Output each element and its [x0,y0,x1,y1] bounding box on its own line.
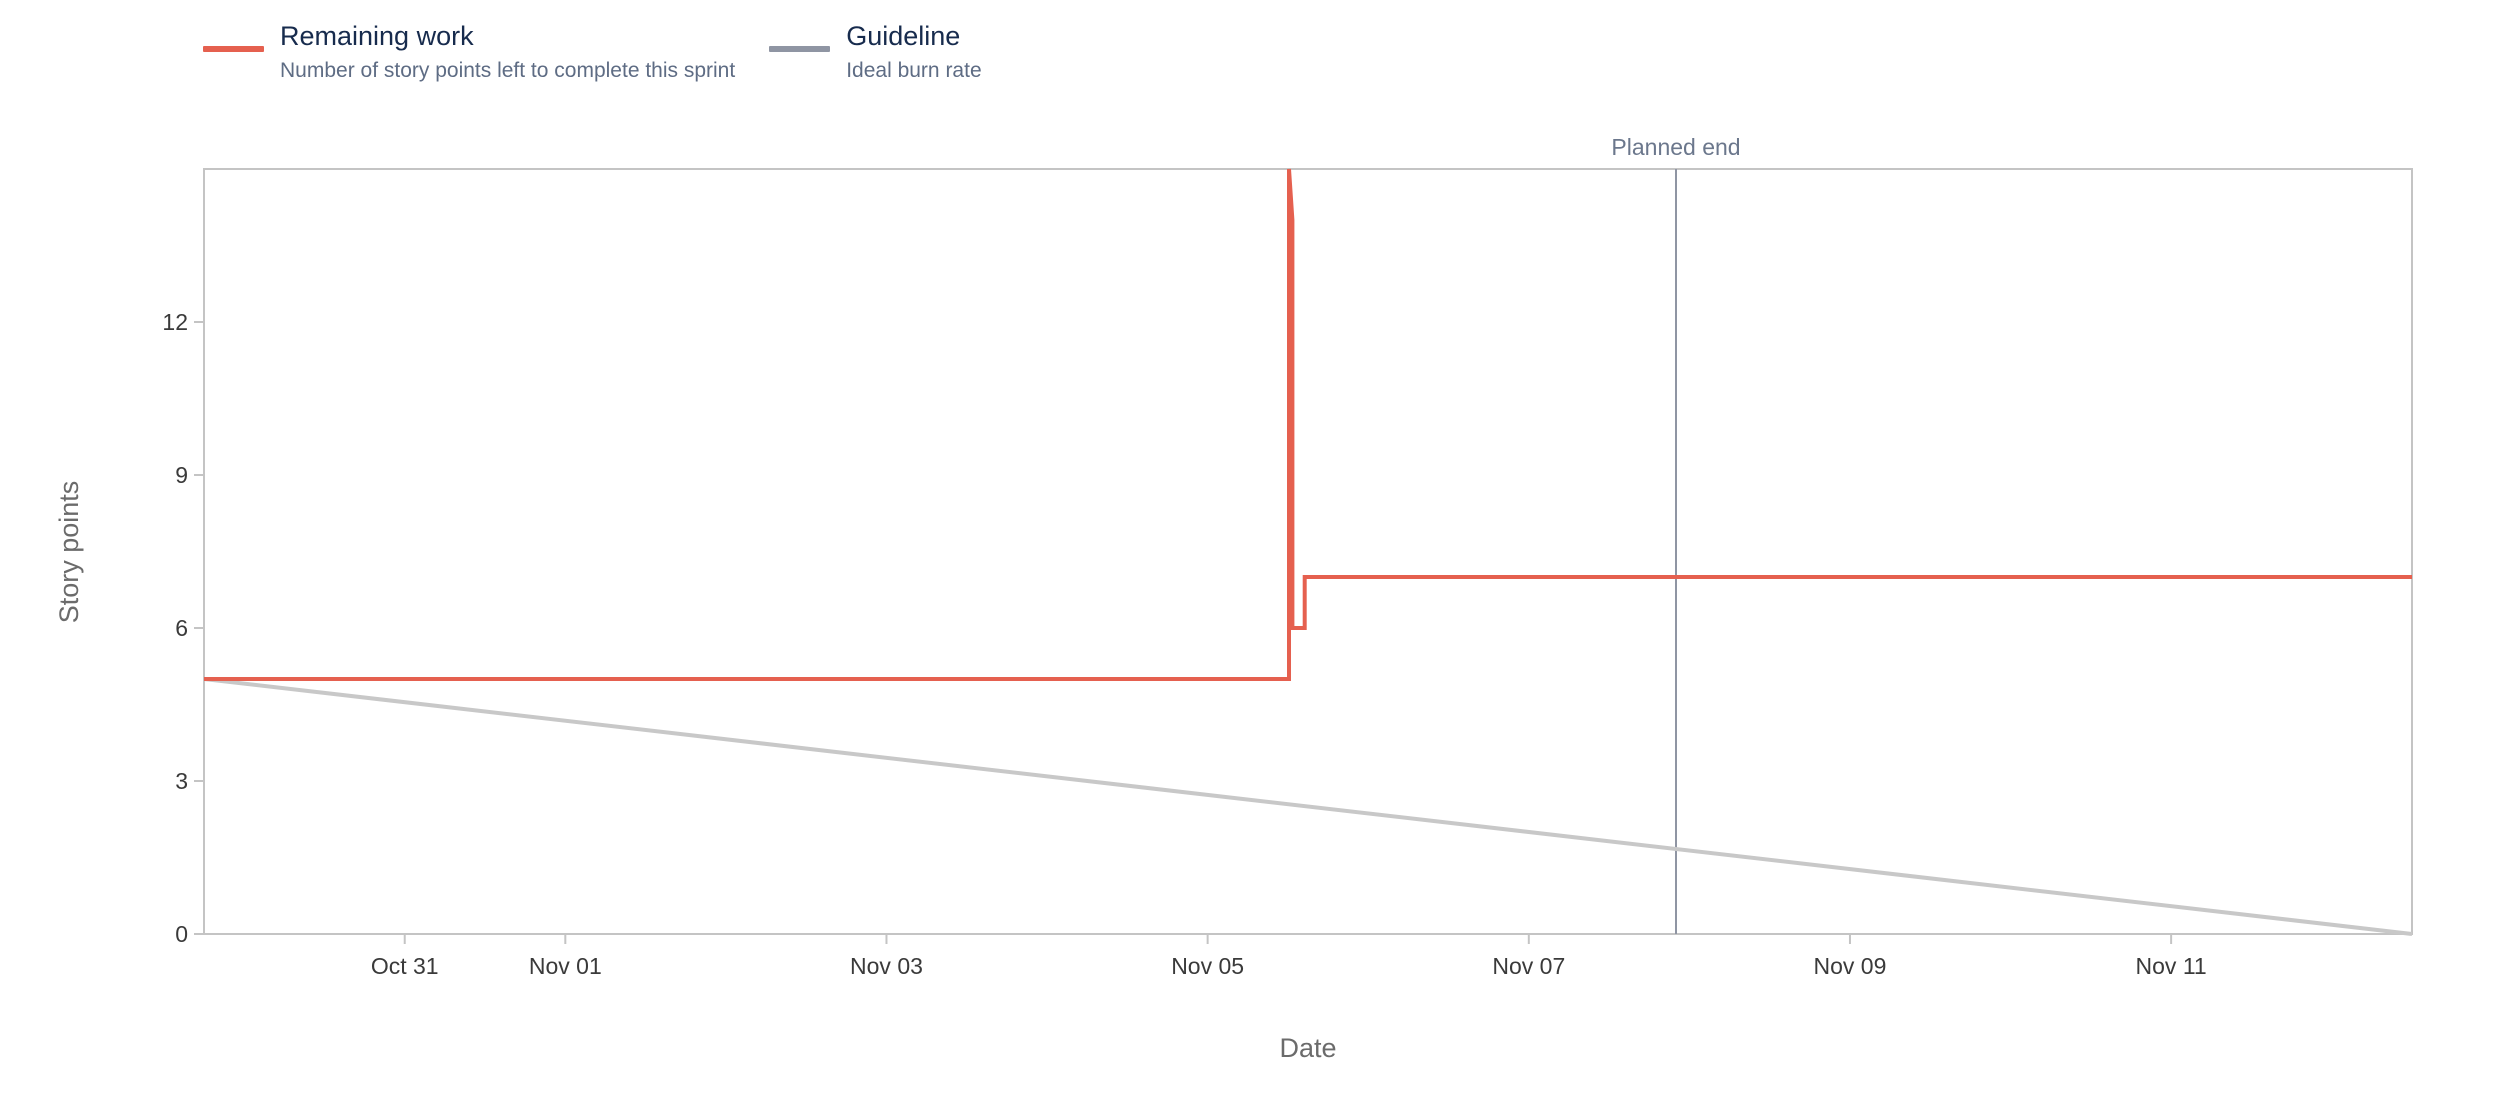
x-axis-ticks: Oct 31 Nov 01 Nov 03 Nov 05 Nov 07 Nov 09 Nov … [371,934,2207,979]
legend-description: Number of story points left to complete … [280,59,736,82]
x-tick-label: Nov 09 [1814,953,1887,979]
x-tick-label: Nov 03 [850,953,923,979]
y-tick-label: 0 [175,921,188,947]
remaining-work-line [204,168,2412,681]
legend-description: Ideal burn rate [846,59,982,82]
x-tick-label: Nov 05 [1171,953,1244,979]
annotations-layer: Planned end [1611,134,1741,934]
y-axis-title: Story points [54,481,84,624]
legend-title: Guideline [846,21,961,51]
series-layer [203,168,2413,936]
legend-item-guideline[interactable]: Guideline Ideal burn rate [769,18,982,88]
chart-legend: Remaining work Number of story points le… [203,18,982,88]
y-tick-label: 12 [162,309,188,335]
x-tick-label: Nov 01 [529,953,602,979]
legend-item-remaining-work[interactable]: Remaining work Number of story points le… [203,18,735,88]
x-axis-title: Date [1279,1033,1336,1063]
legend-swatch-remaining-work [203,46,264,52]
y-tick-label: 9 [175,462,188,488]
x-tick-label: Nov 11 [2136,953,2207,979]
x-tick-label: Oct 31 [371,953,439,979]
legend-swatch-guideline [769,46,831,52]
guideline-line [203,677,2413,936]
planned-end-label: Planned end [1611,134,1740,160]
plot-area-border [203,168,2413,935]
y-tick-label: 3 [175,768,188,794]
legend-title: Remaining work [280,21,474,51]
y-tick-label: 6 [175,615,188,641]
x-tick-label: Nov 07 [1492,953,1565,979]
y-axis-ticks: 0 3 6 9 12 [162,309,204,947]
